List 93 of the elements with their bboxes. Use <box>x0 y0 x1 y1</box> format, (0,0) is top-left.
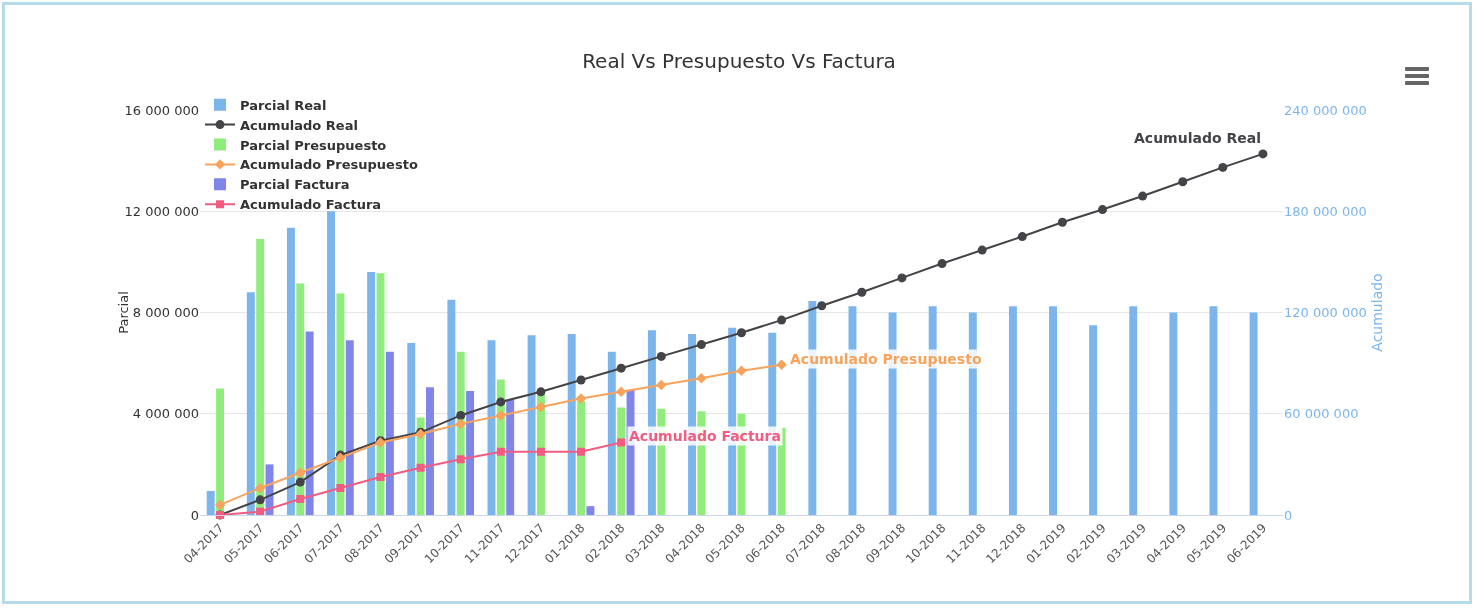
point <box>615 386 627 398</box>
text: Acumulado Real <box>1134 130 1261 146</box>
point <box>495 410 507 421</box>
bar <box>607 351 616 515</box>
bar <box>425 387 434 515</box>
bar <box>367 272 376 515</box>
point <box>536 387 546 397</box>
bar <box>385 351 394 515</box>
bar <box>1008 306 1017 515</box>
y2-tick-label: 120 000 000 <box>1284 305 1367 321</box>
y2-tick-label: 180 000 000 <box>1284 203 1367 219</box>
legend-label: Parcial Real <box>240 97 327 113</box>
bar <box>1249 312 1258 515</box>
y-tick-label: 4 000 000 <box>132 406 199 422</box>
point <box>656 351 666 361</box>
point <box>1258 149 1268 159</box>
point <box>696 373 707 384</box>
bar <box>617 407 626 515</box>
bar <box>336 293 345 515</box>
legend-label: Acumulado Factura <box>240 197 382 213</box>
y-tick-label: 12 000 000 <box>124 203 199 219</box>
y-tick-label: 8 000 000 <box>132 305 199 321</box>
bar <box>327 211 336 515</box>
point <box>536 447 545 456</box>
y-tick-label: 0 <box>190 507 199 523</box>
legend-label: Acumulado Presupuesto <box>240 157 418 173</box>
bar <box>345 340 354 515</box>
point <box>617 438 626 447</box>
text: Acumulado Presupuesto <box>790 351 982 367</box>
point <box>777 315 787 325</box>
point <box>736 365 747 376</box>
bar <box>527 335 536 515</box>
y2-tick-label: 60 000 000 <box>1284 406 1359 422</box>
legend-label: Parcial Factura <box>240 177 350 193</box>
point <box>656 379 667 391</box>
chart-title: Real Vs Presupuesto Vs Factura <box>582 49 896 73</box>
bar <box>296 283 305 515</box>
point <box>456 410 466 420</box>
point <box>254 482 266 494</box>
bar <box>1129 306 1138 515</box>
point <box>937 259 947 269</box>
y-axis-title: Parcial <box>115 291 131 334</box>
point <box>214 499 226 511</box>
point <box>296 494 305 503</box>
point <box>456 455 465 464</box>
point <box>295 467 306 479</box>
bar <box>577 401 586 515</box>
bar <box>1089 325 1098 515</box>
point <box>1218 162 1228 172</box>
y-tick-label: 16 000 000 <box>124 102 199 118</box>
legend-label: Acumulado Real <box>240 117 358 133</box>
point <box>496 397 506 407</box>
point <box>295 477 305 487</box>
point <box>255 495 265 505</box>
legend-label: Parcial Presupuesto <box>240 137 387 153</box>
point <box>1138 191 1148 201</box>
y2-tick-label: 0 <box>1284 507 1293 523</box>
point <box>897 273 907 283</box>
point <box>817 301 827 311</box>
bar <box>586 506 595 515</box>
bar <box>1049 306 1058 515</box>
point <box>776 359 787 371</box>
point <box>455 418 466 430</box>
point <box>737 328 746 338</box>
bar <box>286 227 295 515</box>
point <box>616 363 626 373</box>
y2-tick-label: 240 000 000 <box>1284 102 1367 118</box>
point <box>1178 177 1188 187</box>
bar <box>246 292 255 515</box>
point <box>416 463 425 472</box>
y2-axis-title: Acumulado <box>1368 273 1385 352</box>
bar <box>567 334 576 515</box>
bar <box>206 490 215 515</box>
point <box>1057 217 1067 227</box>
point <box>336 484 345 492</box>
point <box>696 340 706 350</box>
point <box>1098 205 1107 215</box>
bar <box>407 342 416 515</box>
point <box>577 447 586 456</box>
bar <box>506 399 515 515</box>
point <box>575 393 587 404</box>
point <box>576 375 586 385</box>
bar <box>466 390 475 515</box>
point <box>535 401 547 413</box>
point <box>1017 232 1027 242</box>
point <box>496 447 505 456</box>
point <box>857 287 867 297</box>
bar <box>305 331 314 515</box>
bar <box>1169 312 1178 515</box>
point <box>977 245 987 255</box>
point <box>376 473 385 482</box>
bar <box>447 299 456 515</box>
text: Acumulado Factura <box>629 428 781 444</box>
